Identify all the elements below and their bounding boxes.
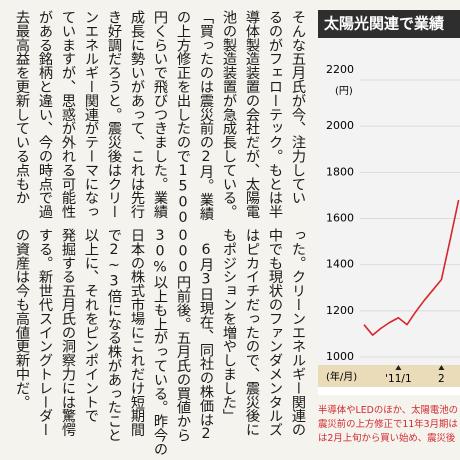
text-column: 000円前後。五月氏の買値から (175, 228, 191, 442)
text-column: で2~3倍になる株があったこと (106, 228, 122, 442)
text-column: がある銘柄と違い、今の時点で過 (37, 10, 53, 219)
text-column: 中でも現状のファンダメンタルズ (267, 228, 283, 437)
text-column: 池の製造装置が急成長している。 (221, 10, 237, 219)
text-column: 去最高益を更新している点もか (14, 10, 30, 205)
y-tick-label: 1800 (326, 165, 354, 178)
caption-line: は2月上旬から買い始め、震災後 (318, 433, 456, 444)
y-tick-label: 1400 (326, 258, 354, 271)
y-unit: (円) (335, 86, 353, 97)
chart-figure: 太陽光関連で業績 (円) (年/月) 1000 1200 1400 1600 1800 2… (318, 10, 460, 450)
text-column: の資産は今も高値更新中だ。 (14, 228, 30, 409)
y-tick-label: 1200 (326, 304, 354, 317)
text-column: もポジションを増やしました」 (221, 228, 237, 423)
title-band (318, 10, 460, 38)
x-axis-band (318, 365, 460, 387)
y-tick-label: 2000 (326, 119, 354, 132)
caption-line: 震災前の上方修正で11年3月期は (318, 419, 458, 430)
text-column: 成長に勢いがあって、これは先行 (129, 10, 145, 219)
x-tick-marker (395, 365, 402, 370)
text-column: ていますが、思惑が外れる可能性 (60, 10, 76, 219)
text-column: 30%以上も上がっている。昨今の (152, 228, 168, 456)
y-tick-label: 1000 (326, 350, 354, 363)
text-column: 6月3日現在、同社の株価は2 (198, 228, 214, 442)
caption-line: 半導体やLEDのほか、太陽電池の (318, 405, 459, 416)
text-column: の上方修正を出したので1500 (175, 10, 191, 226)
y-tick-label: 2200 (326, 63, 354, 76)
text-column: 「買ったのは震災前の2月。業績 (198, 10, 214, 221)
text-column: き好調だろうと。震災後はクリー (106, 10, 122, 219)
text-column: はピカイチだったので、震災後に (244, 228, 260, 437)
x-tick-marker (438, 365, 445, 370)
price-line (363, 199, 460, 336)
chart-title: 太陽光関連で業績 (323, 15, 445, 33)
text-column: そんな五月氏が今、注力してい (290, 10, 306, 205)
text-column: ンエネルギー関連がテーマになっ (83, 10, 99, 219)
text-column: った。クリーンエネルギー関連の (290, 228, 306, 437)
text-column: する。新世代スイングトレーダー (37, 228, 53, 437)
text-column: 日本の株式市場にこれだけ短期間 (129, 228, 145, 437)
text-column: 導体製造装置の会社だが、太陽電 (244, 10, 260, 219)
text-column: 円くらいで飛びつきました。業績 (152, 10, 168, 219)
x-tick-label: 2 (438, 373, 445, 385)
text-column: るのがフェローテック。もとは半 (267, 10, 283, 219)
x-tick-label: '11/1 (385, 373, 411, 385)
x-axis-label: (年/月) (326, 370, 357, 383)
text-column: 以上に、それをピンポイントで (83, 228, 99, 423)
text-column: 発掘する五月氏の洞察力には驚愕 (60, 228, 76, 437)
y-tick-label: 1600 (326, 212, 354, 225)
chart: 太陽光関連で業績 (円) (年/月) 1000 1200 1400 1600 1800 2… (318, 10, 460, 395)
